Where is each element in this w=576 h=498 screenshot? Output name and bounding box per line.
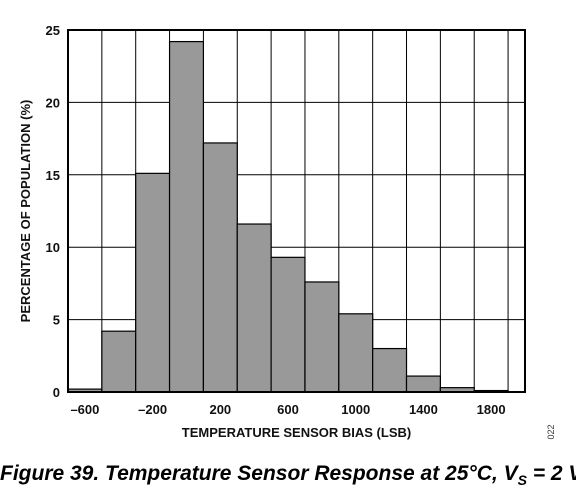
y-tick-label: 20 <box>46 95 60 110</box>
histogram-bar <box>236 223 272 393</box>
x-axis-title: TEMPERATURE SENSOR BIAS (LSB) <box>182 425 411 440</box>
x-tick-label: 200 <box>209 402 231 417</box>
histogram-bar <box>202 142 238 393</box>
x-tick-labels: –600 –200 200 600 1000 1400 1800 <box>70 402 505 417</box>
histogram-bar <box>101 330 137 393</box>
histogram-bars <box>67 40 509 393</box>
histogram-bar <box>270 256 306 393</box>
plot-frame <box>67 29 526 393</box>
caption-subscript: S <box>517 472 527 489</box>
caption-prefix: Figure 39. Temperature Sensor Response a… <box>0 462 518 485</box>
histogram-bar <box>304 281 340 393</box>
y-tick-label: 0 <box>53 385 60 400</box>
y-tick-label: 10 <box>46 240 60 255</box>
x-tick-label: 1400 <box>409 402 438 417</box>
x-tick-label: 1800 <box>477 402 506 417</box>
figure-code: 022 <box>546 424 556 439</box>
histogram-chart: –600 –200 200 600 1000 1400 1800 0 5 10 15 20 25 TE… <box>18 23 556 440</box>
y-tick-labels: 0 5 10 15 20 25 <box>46 23 60 400</box>
histogram-bar <box>372 347 408 393</box>
x-tick-label: 600 <box>277 402 299 417</box>
figure-caption: Figure 39. Temperature Sensor Response a… <box>0 462 576 488</box>
x-tick-label: 1000 <box>341 402 370 417</box>
histogram-bar <box>135 172 171 393</box>
y-tick-label: 5 <box>53 313 60 328</box>
x-tick-label: –600 <box>70 402 99 417</box>
histogram-bar <box>168 40 205 393</box>
y-tick-label: 25 <box>46 23 60 38</box>
histogram-bar <box>405 375 441 393</box>
caption-suffix: = 2 V <box>532 462 576 485</box>
y-axis-title: PERCENTAGE OF POPULATION (%) <box>18 100 33 323</box>
x-tick-label: –200 <box>138 402 167 417</box>
y-tick-label: 15 <box>46 168 60 183</box>
histogram-bar <box>338 313 374 393</box>
